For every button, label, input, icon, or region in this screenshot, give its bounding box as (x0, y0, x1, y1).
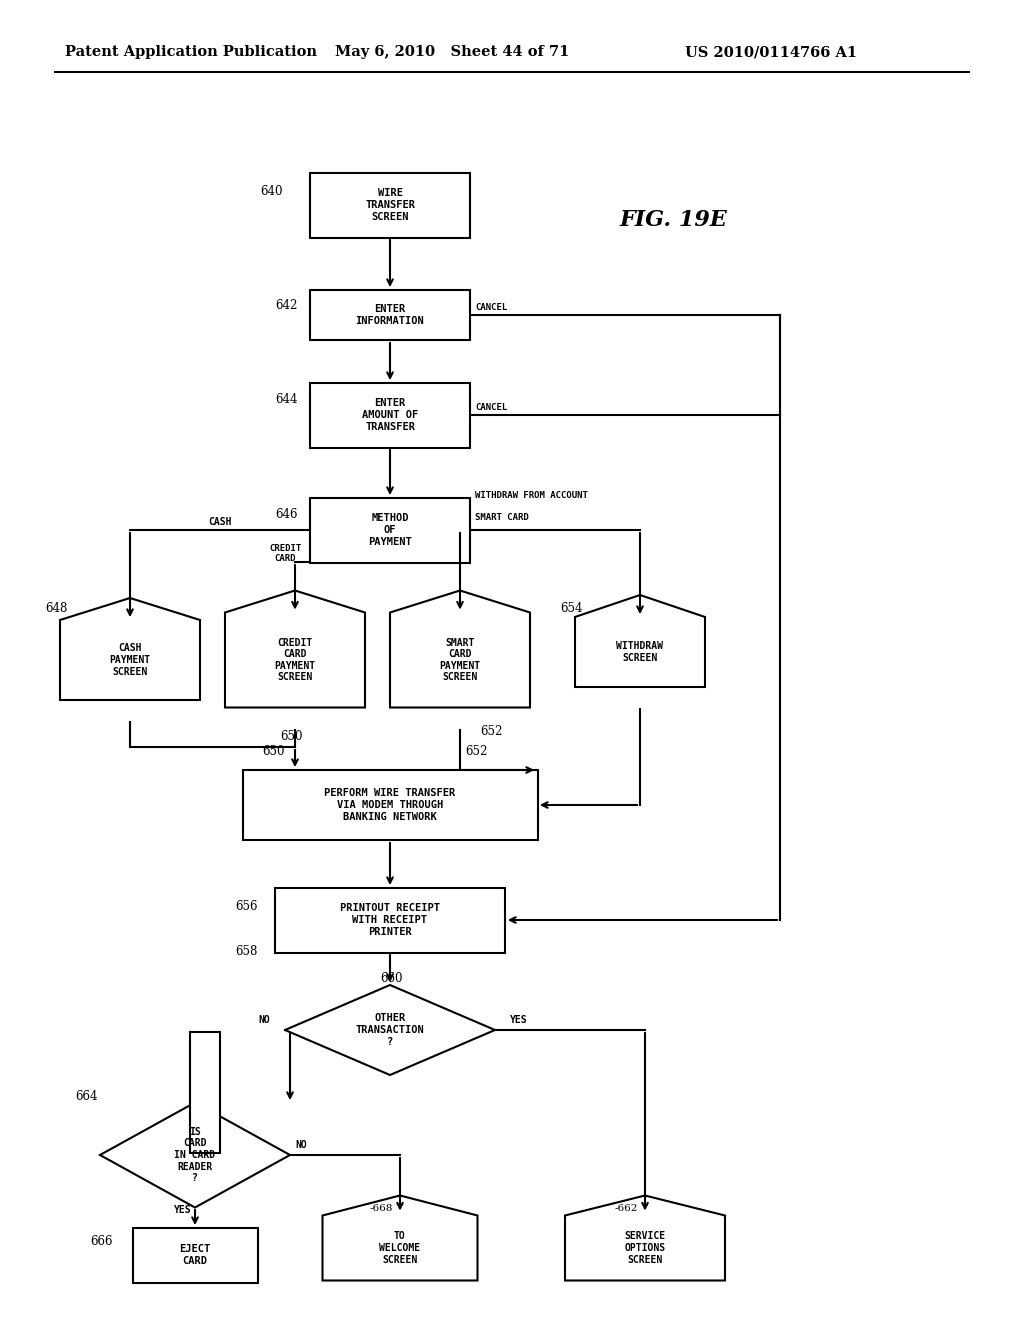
Text: CASH: CASH (209, 517, 232, 527)
Text: CREDIT
CARD
PAYMENT
SCREEN: CREDIT CARD PAYMENT SCREEN (274, 638, 315, 682)
Text: WIRE
TRANSFER
SCREEN: WIRE TRANSFER SCREEN (365, 189, 415, 222)
Text: May 6, 2010   Sheet 44 of 71: May 6, 2010 Sheet 44 of 71 (335, 45, 569, 59)
Text: 666: 666 (90, 1236, 113, 1247)
Bar (243, 770, 538, 840)
Polygon shape (390, 590, 530, 708)
Text: US 2010/0114766 A1: US 2010/0114766 A1 (685, 45, 857, 59)
Text: 652: 652 (465, 744, 487, 758)
Text: 650: 650 (280, 730, 302, 743)
Bar (275, 887, 505, 953)
Bar (310, 498, 470, 562)
Text: 642: 642 (275, 300, 297, 312)
Text: 646: 646 (275, 508, 298, 521)
Bar (310, 290, 470, 341)
Text: PRINTOUT RECEIPT
WITH RECEIPT
PRINTER: PRINTOUT RECEIPT WITH RECEIPT PRINTER (340, 903, 440, 937)
Bar (132, 1228, 257, 1283)
Polygon shape (100, 1102, 290, 1208)
Text: IS
CARD
IN CARD
READER
?: IS CARD IN CARD READER ? (174, 1127, 216, 1183)
Text: WITHDRAW FROM ACCOUNT: WITHDRAW FROM ACCOUNT (475, 491, 588, 500)
Text: -662: -662 (615, 1204, 638, 1213)
Text: FIG. 19E: FIG. 19E (620, 209, 728, 231)
Text: CREDIT
CARD: CREDIT CARD (269, 544, 301, 564)
Text: YES: YES (510, 1015, 527, 1026)
Polygon shape (285, 985, 495, 1074)
Text: TO
WELCOME
SCREEN: TO WELCOME SCREEN (380, 1232, 421, 1265)
Text: CASH
PAYMENT
SCREEN: CASH PAYMENT SCREEN (110, 643, 151, 677)
Text: SMART
CARD
PAYMENT
SCREEN: SMART CARD PAYMENT SCREEN (439, 638, 480, 682)
Text: SMART CARD: SMART CARD (475, 513, 528, 521)
Text: PERFORM WIRE TRANSFER
VIA MODEM THROUGH
BANKING NETWORK: PERFORM WIRE TRANSFER VIA MODEM THROUGH … (325, 788, 456, 821)
Polygon shape (565, 1196, 725, 1280)
Text: 650: 650 (262, 744, 285, 758)
Text: OTHER
TRANSACTION
?: OTHER TRANSACTION ? (355, 1014, 424, 1047)
Text: YES: YES (174, 1205, 191, 1214)
Text: 640: 640 (260, 185, 283, 198)
Text: EJECT
CARD: EJECT CARD (179, 1245, 211, 1266)
Polygon shape (225, 590, 365, 708)
Text: METHOD
OF
PAYMENT: METHOD OF PAYMENT (368, 513, 412, 546)
Text: 648: 648 (45, 602, 68, 615)
Text: 660: 660 (380, 972, 402, 985)
Text: NO: NO (258, 1015, 270, 1026)
Text: ENTER
INFORMATION: ENTER INFORMATION (355, 304, 424, 326)
Text: SERVICE
OPTIONS
SCREEN: SERVICE OPTIONS SCREEN (625, 1232, 666, 1265)
Polygon shape (575, 595, 705, 686)
Bar (190, 1032, 220, 1152)
Text: CANCEL: CANCEL (475, 304, 507, 312)
Text: NO: NO (295, 1140, 307, 1150)
Text: WITHDRAW
SCREEN: WITHDRAW SCREEN (616, 642, 664, 663)
Text: Patent Application Publication: Patent Application Publication (65, 45, 317, 59)
Bar (310, 173, 470, 238)
Text: 658: 658 (234, 945, 257, 958)
Text: -668: -668 (370, 1204, 393, 1213)
Text: ENTER
AMOUNT OF
TRANSFER: ENTER AMOUNT OF TRANSFER (361, 399, 418, 432)
Text: 654: 654 (560, 602, 583, 615)
Text: 652: 652 (480, 725, 503, 738)
Text: 644: 644 (275, 393, 298, 407)
Text: 656: 656 (234, 900, 257, 913)
Text: CANCEL: CANCEL (475, 403, 507, 412)
Polygon shape (323, 1196, 477, 1280)
Bar (310, 383, 470, 447)
Polygon shape (60, 598, 200, 700)
Text: 664: 664 (75, 1090, 97, 1104)
